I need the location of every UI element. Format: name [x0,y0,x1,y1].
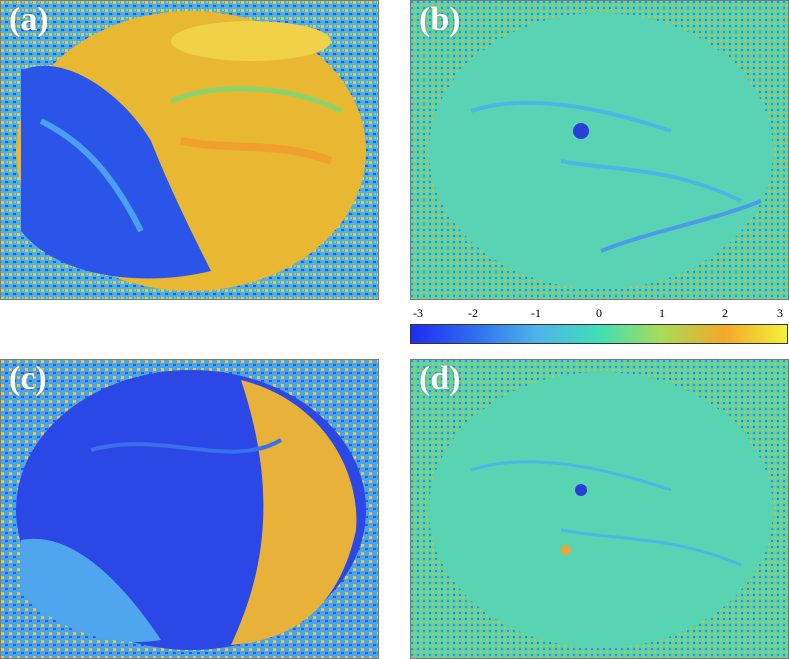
phase-map-c-image [1,360,378,658]
colorbar-tick-label: 1 [659,306,665,320]
colorbar-tick-label: 3 [777,306,783,320]
phase-map-a-image [1,1,378,299]
colorbar: -3 -2 -1 0 1 2 3 [410,306,788,346]
phase-map-d: (d) [410,359,789,659]
colorbar-tick-label: -3 [413,306,423,320]
panel-label-a: (a) [9,1,49,38]
colorbar-tick-label: -1 [531,306,541,320]
colorbar-tick-label: -2 [468,306,478,320]
phase-map-d-image [411,360,788,658]
colorbar-tick-label: 0 [596,306,602,320]
colorbar-gradient [410,324,788,344]
panel-label-d: (d) [419,360,461,397]
phase-map-c: (c) [0,359,379,659]
phase-map-a: (a) [0,0,379,300]
panel-label-c: (c) [9,360,47,397]
panel-label-b: (b) [419,1,461,38]
colorbar-tick-label: 2 [722,306,728,320]
phase-map-b: (b) [410,0,789,300]
phase-map-b-image [411,1,788,299]
